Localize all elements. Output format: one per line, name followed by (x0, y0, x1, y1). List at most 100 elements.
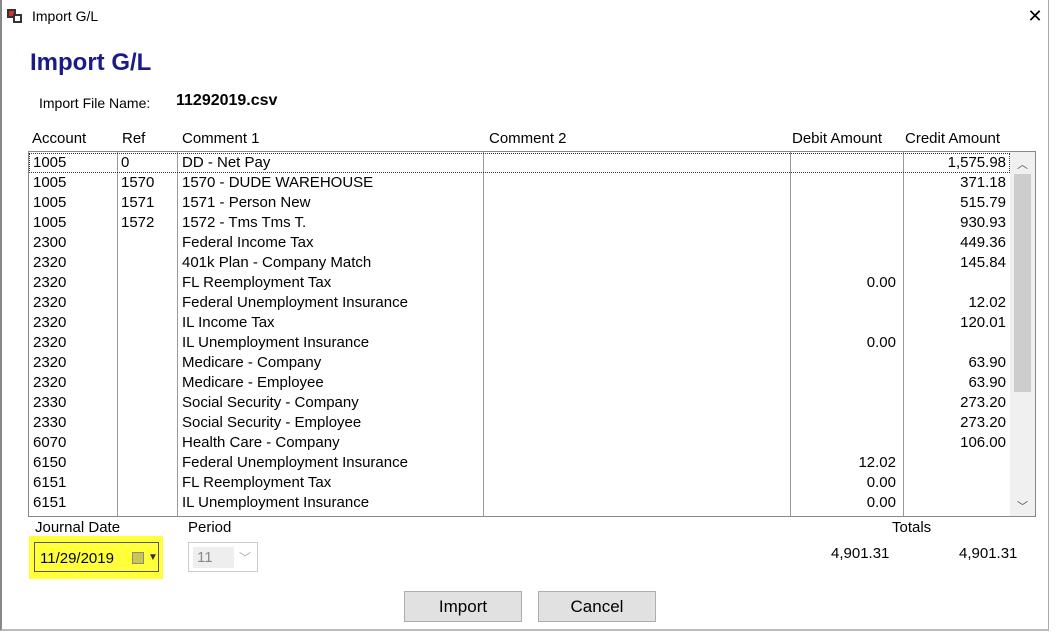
table-row[interactable]: 2330 Social Security - Employee 273.20 (29, 413, 1010, 433)
dropdown-arrow-icon[interactable]: ▼ (148, 552, 158, 563)
ref-cell: 0 (121, 154, 130, 171)
comment1-cell: 401k Plan - Company Match (182, 254, 372, 271)
credit-cell: 1,575.98 (947, 154, 1006, 171)
debit-cell: 0.00 (866, 494, 896, 511)
comment1-cell: Federal Unemployment Insurance (182, 454, 408, 471)
table-row[interactable]: 2320 FL Reemployment Tax 0.00 (29, 273, 1010, 293)
journal-date-value: 11/29/2019 (40, 550, 114, 567)
comment1-cell: Health Care - Company (182, 434, 340, 451)
table-row[interactable]: 2320 Medicare - Employee 63.90 (29, 373, 1010, 393)
account-cell: 2320 (33, 294, 67, 311)
credit-cell: 63.90 (968, 354, 1006, 371)
period-select[interactable]: 11 ﹀ (188, 542, 258, 572)
page-title: Import G/L (30, 49, 152, 76)
totals-label: Totals (892, 519, 932, 536)
journal-date-highlight: 11/29/2019 ▼ (29, 536, 163, 579)
comment1-cell: FL Reemployment Tax (182, 474, 332, 491)
account-cell: 2330 (33, 394, 67, 411)
period-value: 11 (193, 547, 234, 568)
calendar-icon[interactable] (132, 552, 144, 564)
table-row[interactable]: 6070 Health Care - Company 106.00 (29, 433, 1010, 453)
comment1-cell: 1570 - DUDE WAREHOUSE (182, 174, 374, 191)
account-cell: 1005 (33, 214, 67, 231)
comment1-cell: Social Security - Company (182, 394, 359, 411)
comment1-cell: Medicare - Company (182, 354, 322, 371)
col-comment2: Comment 2 (489, 130, 567, 147)
table-row[interactable]: 1005 1571 1571 - Person New 515.79 (29, 193, 1010, 213)
account-cell: 2320 (33, 254, 67, 271)
account-cell: 6150 (33, 454, 67, 471)
comment1-cell: 1571 - Person New (182, 194, 311, 211)
debit-cell: 0.00 (866, 334, 896, 351)
account-cell: 2320 (33, 274, 67, 291)
total-debit: 4,901.31 (831, 545, 890, 562)
debit-cell: 0.00 (866, 274, 896, 291)
table-row[interactable]: 1005 1570 1570 - DUDE WAREHOUSE 371.18 (29, 173, 1010, 193)
account-cell: 6070 (33, 434, 67, 451)
cancel-button[interactable]: Cancel (538, 591, 656, 622)
close-icon[interactable]: ✕ (1027, 6, 1043, 26)
comment1-cell: DD - Net Pay (182, 154, 271, 171)
credit-cell: 371.18 (960, 174, 1006, 191)
file-name-label: Import File Name: (39, 95, 151, 111)
journal-date-label: Journal Date (35, 519, 121, 536)
table-row[interactable]: 2300 Federal Income Tax 449.36 (29, 233, 1010, 253)
account-cell: 6151 (33, 494, 67, 511)
comment1-cell: Federal Income Tax (182, 234, 314, 251)
credit-cell: 273.20 (960, 394, 1006, 411)
chevron-down-icon: ﹀ (239, 551, 252, 565)
col-comment1: Comment 1 (182, 130, 260, 147)
col-ref: Ref (122, 130, 146, 147)
ref-cell: 1571 (121, 194, 155, 211)
vertical-scrollbar[interactable]: ︿ ﹀ (1010, 152, 1035, 516)
account-cell: 2320 (33, 354, 67, 371)
account-cell: 1005 (33, 154, 67, 171)
gl-table[interactable]: ︿ ﹀ 1005 0 DD - Net Pay 1,575.98 1005 1570 157… (28, 151, 1036, 517)
account-cell: 2320 (33, 314, 67, 331)
table-row[interactable]: 2320 401k Plan - Company Match 145.84 (29, 253, 1010, 273)
account-cell: 2330 (33, 414, 67, 431)
table-row[interactable]: 6151 IL Unemployment Insurance 0.00 (29, 493, 1010, 513)
comment1-cell: Social Security - Employee (182, 414, 362, 431)
credit-cell: 120.01 (960, 314, 1006, 331)
table-row[interactable]: 2330 Social Security - Company 273.20 (29, 393, 1010, 413)
table-row[interactable]: 6150 Federal Unemployment Insurance 12.02 (29, 453, 1010, 473)
account-cell: 1005 (33, 194, 67, 211)
journal-date-picker[interactable]: 11/29/2019 ▼ (34, 542, 159, 572)
table-row[interactable]: 1005 0 DD - Net Pay 1,575.98 (29, 153, 1010, 173)
ref-cell: 1572 (121, 214, 155, 231)
scroll-down-icon[interactable]: ﹀ (1017, 501, 1028, 513)
col-debit: Debit Amount (792, 130, 883, 147)
credit-cell: 273.20 (960, 414, 1006, 431)
credit-cell: 63.90 (968, 374, 1006, 391)
account-cell: 1005 (33, 174, 67, 191)
table-row[interactable]: 6151 FL Reemployment Tax 0.00 (29, 473, 1010, 493)
file-name-value: 11292019.csv (176, 92, 278, 109)
scroll-thumb[interactable] (1014, 174, 1031, 392)
credit-cell: 12.02 (968, 294, 1006, 311)
col-credit: Credit Amount (905, 130, 1001, 147)
import-button[interactable]: Import (404, 591, 522, 622)
period-label: Period (188, 519, 232, 536)
col-account: Account (32, 130, 87, 147)
table-row[interactable]: 1005 1572 1572 - Tms Tms T. 930.93 (29, 213, 1010, 233)
credit-cell: 449.36 (960, 234, 1006, 251)
account-cell: 2320 (33, 374, 67, 391)
app-icon (7, 9, 23, 23)
table-row[interactable]: 2320 Medicare - Company 63.90 (29, 353, 1010, 373)
table-row[interactable]: 2320 IL Unemployment Insurance 0.00 (29, 333, 1010, 353)
table-row[interactable]: 2320 Federal Unemployment Insurance 12.02 (29, 293, 1010, 313)
comment1-cell: FL Reemployment Tax (182, 274, 332, 291)
credit-cell: 930.93 (960, 214, 1006, 231)
account-cell: 6151 (33, 474, 67, 491)
scroll-up-icon[interactable]: ︿ (1017, 159, 1028, 171)
comment1-cell: IL Unemployment Insurance (182, 494, 370, 511)
comment1-cell: IL Income Tax (182, 314, 275, 331)
credit-cell: 515.79 (960, 194, 1006, 211)
total-credit: 4,901.31 (959, 545, 1018, 562)
table-row[interactable]: 2320 IL Income Tax 120.01 (29, 313, 1010, 333)
ref-cell: 1570 (121, 174, 155, 191)
account-cell: 2300 (33, 234, 67, 251)
window-title: Import G/L (32, 8, 99, 24)
